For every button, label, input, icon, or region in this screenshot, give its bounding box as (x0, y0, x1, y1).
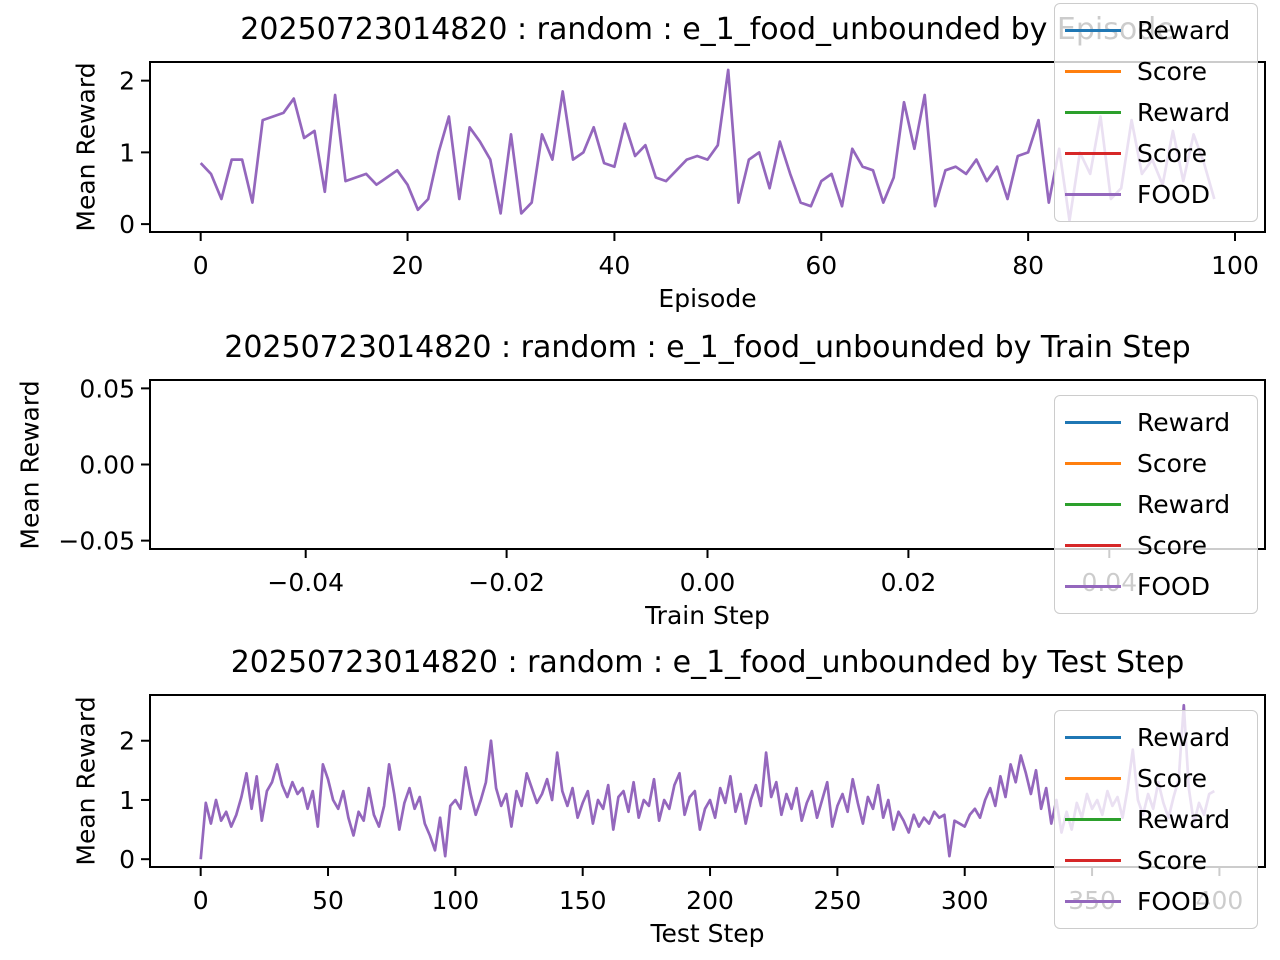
legend-entry: Reward (1065, 799, 1243, 840)
chart1-legend: Reward Score Reward Score FOOD (1054, 3, 1258, 222)
legend-line-sample (1065, 899, 1121, 904)
legend-line-sample (1065, 858, 1121, 863)
legend-line-sample (1065, 543, 1121, 548)
svg-text:2: 2 (119, 67, 135, 96)
svg-text:0.00: 0.00 (79, 451, 135, 480)
legend-label: FOOD (1137, 886, 1210, 916)
legend-label: Reward (1137, 407, 1231, 437)
svg-text:300: 300 (941, 886, 989, 915)
svg-text:100: 100 (432, 886, 480, 915)
svg-text:20: 20 (392, 251, 424, 280)
svg-text:50: 50 (312, 886, 344, 915)
legend-line-sample (1065, 584, 1121, 589)
legend-entry: Score (1065, 443, 1243, 484)
svg-text:0.05: 0.05 (79, 374, 135, 403)
legend-label: FOOD (1137, 179, 1210, 209)
legend-entry: FOOD (1065, 174, 1243, 215)
legend-label: Score (1137, 763, 1208, 793)
legend-entry: Reward (1065, 402, 1243, 443)
svg-text:40: 40 (599, 251, 631, 280)
legend-line-sample (1065, 69, 1121, 74)
legend-entry: Score (1065, 51, 1243, 92)
svg-text:250: 250 (814, 886, 862, 915)
legend-line-sample (1065, 420, 1121, 425)
svg-text:1: 1 (119, 786, 135, 815)
svg-text:0: 0 (119, 210, 135, 239)
legend-label: Score (1137, 845, 1208, 875)
legend-entry: Score (1065, 758, 1243, 799)
svg-text:0: 0 (193, 886, 209, 915)
legend-line-sample (1065, 735, 1121, 740)
legend-line-sample (1065, 110, 1121, 115)
svg-text:60: 60 (805, 251, 837, 280)
svg-text:0.02: 0.02 (881, 568, 937, 597)
legend-entry: Reward (1065, 717, 1243, 758)
legend-entry: FOOD (1065, 566, 1243, 607)
chart3-title: 20250723014820 : random : e_1_food_unbou… (230, 645, 1185, 680)
legend-line-sample (1065, 461, 1121, 466)
legend-label: Reward (1137, 489, 1231, 519)
legend-line-sample (1065, 28, 1121, 33)
legend-label: Score (1137, 138, 1208, 168)
svg-text:200: 200 (686, 886, 734, 915)
legend-entry: Score (1065, 840, 1243, 881)
legend-entry: Reward (1065, 10, 1243, 51)
legend-line-sample (1065, 502, 1121, 507)
svg-text:0.00: 0.00 (680, 568, 736, 597)
chart1-xlabel: Episode (658, 284, 757, 313)
chart3-xlabel: Test Step (650, 919, 765, 948)
legend-label: Reward (1137, 97, 1231, 127)
legend-label: Reward (1137, 722, 1231, 752)
svg-text:80: 80 (1012, 251, 1044, 280)
svg-text:−0.02: −0.02 (468, 568, 545, 597)
legend-line-sample (1065, 192, 1121, 197)
svg-text:−0.05: −0.05 (58, 527, 135, 556)
svg-text:−0.04: −0.04 (267, 568, 344, 597)
chart2-xlabel: Train Step (645, 601, 770, 630)
svg-text:0: 0 (119, 845, 135, 874)
legend-label: Score (1137, 530, 1208, 560)
legend-entry: Score (1065, 133, 1243, 174)
chart2-title: 20250723014820 : random : e_1_food_unbou… (224, 330, 1191, 365)
chart1-title: 20250723014820 : random : e_1_food_unbou… (240, 12, 1175, 47)
legend-label: FOOD (1137, 571, 1210, 601)
legend-line-sample (1065, 151, 1121, 156)
legend-label: Score (1137, 448, 1208, 478)
legend-label: Reward (1137, 804, 1231, 834)
legend-entry: Reward (1065, 92, 1243, 133)
legend-label: Score (1137, 56, 1208, 86)
legend-label: Reward (1137, 15, 1231, 45)
legend-line-sample (1065, 776, 1121, 781)
svg-text:150: 150 (559, 886, 607, 915)
svg-text:2: 2 (119, 727, 135, 756)
svg-text:1: 1 (119, 138, 135, 167)
chart2-legend: Reward Score Reward Score FOOD (1054, 395, 1258, 614)
svg-text:100: 100 (1211, 251, 1259, 280)
legend-line-sample (1065, 817, 1121, 822)
legend-entry: FOOD (1065, 881, 1243, 922)
legend-entry: Reward (1065, 484, 1243, 525)
legend-entry: Score (1065, 525, 1243, 566)
svg-text:0: 0 (193, 251, 209, 280)
chart3-legend: Reward Score Reward Score FOOD (1054, 710, 1258, 929)
